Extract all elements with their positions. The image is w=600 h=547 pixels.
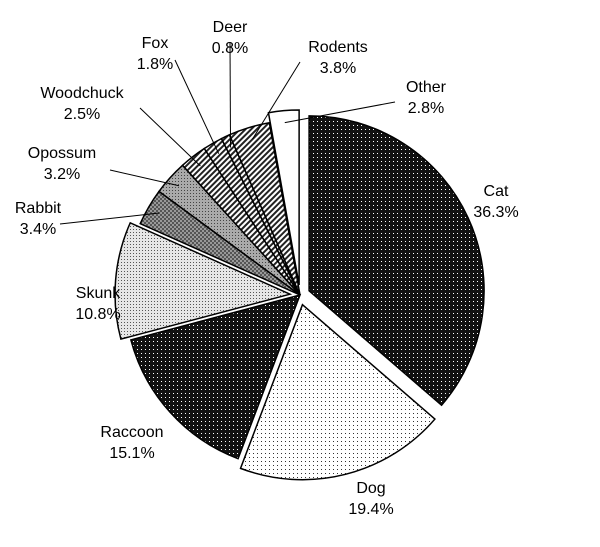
slice-value-rodents: 3.8% bbox=[320, 60, 356, 77]
slice-label-opossum: Opossum bbox=[28, 145, 96, 162]
slice-value-other: 2.8% bbox=[408, 100, 444, 117]
slice-label-deer: Deer bbox=[213, 19, 248, 36]
slice-value-skunk: 10.8% bbox=[75, 306, 120, 323]
pie-slice-rodents bbox=[228, 121, 301, 296]
slice-value-dog: 19.4% bbox=[348, 501, 393, 518]
slice-value-woodchuck: 2.5% bbox=[64, 106, 100, 123]
slice-value-opossum: 3.2% bbox=[44, 166, 80, 183]
slice-label-raccoon: Raccoon bbox=[100, 424, 163, 441]
leader-line-other bbox=[284, 101, 396, 124]
pie-slice-skunk bbox=[114, 221, 293, 341]
slice-label-cat: Cat bbox=[484, 183, 509, 200]
leader-line-opossum bbox=[109, 169, 180, 187]
pie-slice-dog bbox=[239, 303, 436, 481]
slice-label-fox: Fox bbox=[142, 35, 169, 52]
leader-line-deer bbox=[229, 41, 232, 148]
slice-value-raccoon: 15.1% bbox=[109, 445, 154, 462]
pie-slices bbox=[114, 109, 485, 481]
slice-label-dog: Dog bbox=[356, 480, 385, 497]
slice-label-woodchuck: Woodchuck bbox=[40, 85, 124, 102]
slice-label-skunk: Skunk bbox=[76, 285, 121, 302]
slice-value-cat: 36.3% bbox=[473, 204, 518, 221]
slice-value-fox: 1.8% bbox=[137, 56, 173, 73]
pie-slice-cat bbox=[308, 115, 485, 407]
leader-line-fox bbox=[174, 59, 220, 154]
slice-value-rabbit: 3.4% bbox=[20, 221, 56, 238]
slice-label-rodents: Rodents bbox=[308, 39, 368, 56]
leader-line-rabbit bbox=[59, 212, 160, 225]
slice-label-rabbit: Rabbit bbox=[15, 200, 62, 217]
leader-line-woodchuck bbox=[139, 107, 201, 167]
slice-value-deer: 0.8% bbox=[212, 40, 248, 57]
leader-line-rodents bbox=[252, 61, 301, 140]
slice-labels: Cat 36.3% Dog 19.4% Raccoon 15.1% Skunk 10.8% Ra… bbox=[15, 19, 519, 518]
pie-slice-raccoon bbox=[129, 293, 302, 460]
slice-label-other: Other bbox=[406, 79, 447, 96]
leader-lines bbox=[59, 41, 396, 225]
